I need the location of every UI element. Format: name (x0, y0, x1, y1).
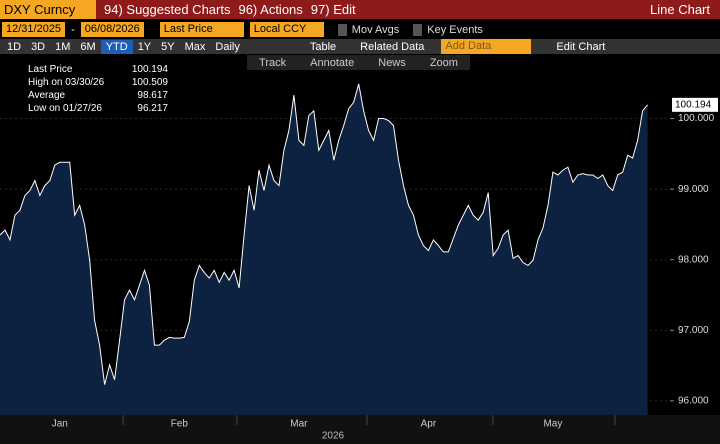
range-button[interactable]: 6M (80, 40, 96, 53)
legend-label: High on 03/30/26 (28, 77, 105, 88)
legend-value: 98.617 (137, 90, 168, 101)
x-axis-bg (0, 415, 720, 444)
controls: 12/31/2025 - 06/08/2026 Last Price Local… (0, 21, 720, 38)
legend-label: Average (28, 90, 66, 101)
range-button[interactable]: 1M (55, 40, 71, 53)
table[interactable]: Table (309, 40, 337, 53)
legend-row: Low on 01/27/26 96.217 (6, 102, 172, 115)
separator: - (71, 23, 75, 36)
last-price-tag (672, 97, 718, 112)
frequency[interactable]: Daily (215, 40, 240, 53)
legend-row: Last Price 100.194 (6, 63, 172, 76)
chart-tool[interactable]: Track (259, 56, 287, 69)
title-bar: DXY Curncy 94) Suggested Charts 96) Actio… (0, 0, 720, 19)
y-tick-label: 99.000 (678, 184, 709, 195)
y-tick-label: 96.000 (678, 396, 709, 407)
end-date[interactable]: 06/08/2026 (80, 22, 144, 37)
menus: 94) Suggested Charts 96) Actions 97) Edit (96, 2, 356, 17)
range-button[interactable]: 1Y (137, 40, 152, 53)
related-data[interactable]: Related Data (360, 40, 425, 53)
legend: Last Price 100.194 High on 03/30/26 100.509… (6, 63, 172, 115)
legend-value: 100.509 (131, 77, 168, 88)
range-button[interactable]: 3D (31, 40, 46, 53)
last-price-label: 100.194 (675, 99, 712, 110)
price-line (0, 83, 648, 385)
currency[interactable]: Local CCY (249, 22, 324, 37)
range-button[interactable]: 1D (7, 40, 22, 53)
legend-value: 96.217 (137, 103, 168, 114)
legend-value: 100.194 (131, 64, 168, 75)
chart-label: Line Chart (650, 2, 710, 17)
range-button[interactable]: Max (184, 40, 206, 53)
menu-item[interactable]: 96) Actions (238, 2, 303, 17)
range-button[interactable]: 5Y (161, 40, 175, 53)
x-axis-title: 2026 (322, 431, 345, 442)
chart-tool[interactable]: Zoom (429, 56, 458, 69)
legend-row: Average 98.617 (6, 89, 172, 102)
x-tick-label: Jan (52, 419, 68, 430)
menu-item[interactable]: 97) Edit (310, 2, 356, 17)
start-date[interactable]: 12/31/2025 (2, 22, 66, 37)
x-tick-label: May (543, 419, 562, 430)
field[interactable]: Last Price (159, 22, 244, 37)
edit-chart[interactable]: Edit Chart (556, 40, 606, 53)
y-tick-label: 98.000 (678, 254, 709, 265)
legend-label: Low on 01/27/26 (28, 103, 102, 114)
x-tick-label: Feb (171, 419, 189, 430)
ranges: 1D 3D 1M 6M YTD 1Y 5Y Max (0, 39, 210, 54)
chart-tool[interactable]: Annotate (310, 56, 355, 69)
period-separators (122, 415, 616, 425)
chart-tools: Track Annotate News Zoom (247, 55, 470, 70)
toolbar: 1D 3D 1M 6M YTD 1Y 5Y Max Daily Table Related D… (0, 39, 720, 54)
y-tick-label: 97.000 (678, 325, 709, 336)
ticker[interactable]: DXY Curncy (0, 0, 96, 19)
legend-label: Last Price (28, 64, 73, 75)
area (0, 83, 648, 416)
chart-tool[interactable]: News (378, 56, 406, 69)
toggle[interactable]: Key Events (413, 23, 483, 36)
y-tick-label: 100.000 (678, 113, 715, 124)
toggles: Mov Avgs Key Events (337, 23, 483, 36)
menu-item[interactable]: 94) Suggested Charts (104, 2, 231, 17)
legend-row: High on 03/30/26 100.509 (6, 76, 172, 89)
range-button[interactable]: YTD (100, 39, 133, 54)
x-tick-label: Apr (421, 419, 437, 430)
toggle[interactable]: Mov Avgs (337, 23, 399, 36)
x-tick-label: Mar (290, 419, 308, 430)
add-data[interactable]: Add Data (441, 39, 532, 54)
